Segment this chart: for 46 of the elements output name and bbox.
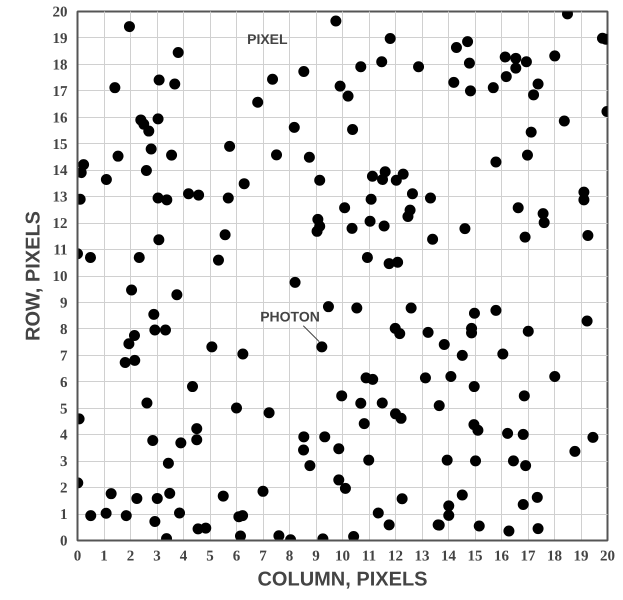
y-tick-label: 8 (60, 322, 68, 338)
y-tick-label: 10 (52, 269, 68, 285)
y-tick-label: 11 (53, 242, 68, 259)
y-tick-label: 16 (52, 110, 68, 126)
x-tick-label: 0 (74, 548, 82, 564)
y-tick-label: 4 (60, 428, 68, 444)
y-tick-label: 14 (52, 163, 68, 180)
x-tick-label: 13 (414, 548, 430, 564)
x-axis-title: COLUMN, PIXELS (257, 568, 428, 590)
x-tick-label: 9 (312, 548, 320, 564)
y-tick-label: 17 (52, 84, 68, 100)
y-tick-label: 20 (52, 4, 68, 20)
x-tick-label: 3 (153, 548, 161, 564)
y-tick-label: 18 (52, 57, 68, 74)
y-tick-label: 9 (60, 295, 68, 312)
x-tick-label: 18 (547, 548, 562, 564)
y-tick-label: 12 (52, 216, 68, 232)
x-tick-label: 11 (362, 548, 376, 564)
x-tick-label: 15 (468, 548, 482, 564)
annotation: PIXEL (247, 31, 288, 48)
y-tick-label: 3 (60, 454, 68, 470)
x-tick-label: 6 (232, 548, 241, 564)
annotation: PHOTON (260, 308, 320, 324)
x-tick-label: 4 (180, 548, 188, 564)
y-tick-label: 0 (60, 534, 68, 550)
y-tick-label: 6 (60, 374, 68, 391)
x-tick-label: 1 (100, 548, 108, 564)
x-tick-label: 8 (286, 548, 294, 564)
x-tick-label: 12 (388, 548, 403, 564)
y-tick-label: 2 (60, 480, 68, 497)
x-tick-label: 16 (494, 548, 510, 564)
x-tick-label: 19 (574, 548, 588, 564)
y-tick-label: 5 (60, 401, 68, 418)
x-tick-label: 2 (126, 548, 134, 564)
x-tick-label: 10 (335, 548, 350, 564)
x-tick-label: 14 (441, 548, 456, 564)
y-tick-label: 7 (60, 348, 68, 364)
y-tick-label: 13 (52, 190, 68, 206)
x-tick-label: 20 (600, 548, 615, 564)
x-tick-label: 17 (520, 548, 536, 564)
x-tick-label: 7 (259, 548, 268, 564)
y-tick-label: 15 (52, 136, 68, 153)
x-tick-label: 5 (206, 548, 214, 564)
y-tick-label: 1 (60, 507, 68, 524)
y-tick-label: 19 (52, 30, 68, 47)
y-axis-title: ROW, PIXELS (22, 210, 44, 342)
